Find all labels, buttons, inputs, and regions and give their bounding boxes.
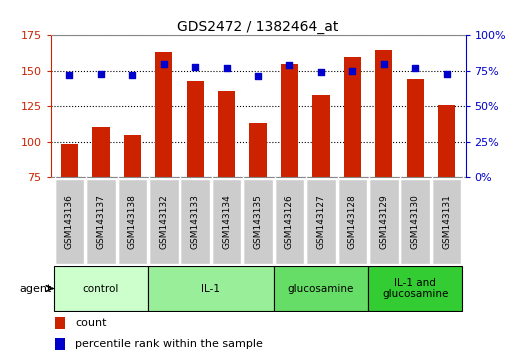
Bar bbox=[186, 81, 204, 177]
Text: GSM143137: GSM143137 bbox=[96, 194, 105, 249]
Text: GSM143128: GSM143128 bbox=[347, 194, 356, 249]
Bar bbox=[249, 123, 266, 177]
Point bbox=[316, 69, 324, 75]
Bar bbox=[437, 105, 454, 177]
Bar bbox=[55, 316, 65, 329]
Bar bbox=[92, 127, 109, 177]
FancyBboxPatch shape bbox=[117, 179, 147, 264]
Point bbox=[222, 65, 230, 71]
FancyBboxPatch shape bbox=[243, 179, 272, 264]
Text: agent: agent bbox=[20, 284, 52, 293]
Text: GSM143130: GSM143130 bbox=[410, 194, 419, 249]
FancyBboxPatch shape bbox=[148, 267, 273, 310]
Point bbox=[160, 61, 168, 67]
Text: count: count bbox=[75, 318, 107, 327]
Bar bbox=[343, 57, 360, 177]
FancyBboxPatch shape bbox=[86, 179, 116, 264]
Text: IL-1: IL-1 bbox=[201, 284, 220, 293]
Bar bbox=[155, 52, 172, 177]
Bar bbox=[280, 64, 297, 177]
Bar bbox=[406, 79, 423, 177]
Point bbox=[285, 62, 293, 68]
FancyBboxPatch shape bbox=[54, 267, 148, 310]
Title: GDS2472 / 1382464_at: GDS2472 / 1382464_at bbox=[177, 21, 338, 34]
FancyBboxPatch shape bbox=[399, 179, 429, 264]
FancyBboxPatch shape bbox=[337, 179, 367, 264]
Point bbox=[347, 68, 356, 74]
FancyBboxPatch shape bbox=[273, 267, 367, 310]
Bar bbox=[312, 95, 329, 177]
FancyBboxPatch shape bbox=[367, 267, 462, 310]
Text: IL-1 and
glucosamine: IL-1 and glucosamine bbox=[381, 278, 447, 299]
Bar bbox=[55, 338, 65, 350]
Text: GSM143131: GSM143131 bbox=[441, 194, 450, 249]
Text: percentile rank within the sample: percentile rank within the sample bbox=[75, 339, 263, 349]
FancyBboxPatch shape bbox=[55, 179, 84, 264]
Point bbox=[96, 71, 105, 76]
FancyBboxPatch shape bbox=[180, 179, 210, 264]
Point bbox=[411, 65, 419, 71]
Text: GSM143138: GSM143138 bbox=[128, 194, 136, 249]
FancyBboxPatch shape bbox=[431, 179, 461, 264]
Point bbox=[254, 74, 262, 79]
FancyBboxPatch shape bbox=[148, 179, 178, 264]
Text: GSM143132: GSM143132 bbox=[159, 194, 168, 249]
Text: GSM143129: GSM143129 bbox=[379, 194, 387, 249]
Bar bbox=[61, 144, 78, 177]
Point bbox=[442, 71, 450, 76]
Text: GSM143134: GSM143134 bbox=[222, 194, 231, 249]
Text: GSM143126: GSM143126 bbox=[284, 194, 293, 249]
Point bbox=[191, 64, 199, 69]
Bar bbox=[123, 135, 141, 177]
FancyBboxPatch shape bbox=[274, 179, 304, 264]
Text: control: control bbox=[82, 284, 119, 293]
FancyBboxPatch shape bbox=[368, 179, 398, 264]
FancyBboxPatch shape bbox=[306, 179, 335, 264]
Text: GSM143133: GSM143133 bbox=[190, 194, 199, 249]
Text: GSM143135: GSM143135 bbox=[253, 194, 262, 249]
Text: GSM143127: GSM143127 bbox=[316, 194, 325, 249]
Point bbox=[65, 72, 73, 78]
Text: GSM143136: GSM143136 bbox=[65, 194, 74, 249]
Bar bbox=[374, 50, 392, 177]
FancyBboxPatch shape bbox=[212, 179, 241, 264]
Bar bbox=[218, 91, 235, 177]
Point bbox=[379, 61, 387, 67]
Point bbox=[128, 72, 136, 78]
Text: glucosamine: glucosamine bbox=[287, 284, 354, 293]
